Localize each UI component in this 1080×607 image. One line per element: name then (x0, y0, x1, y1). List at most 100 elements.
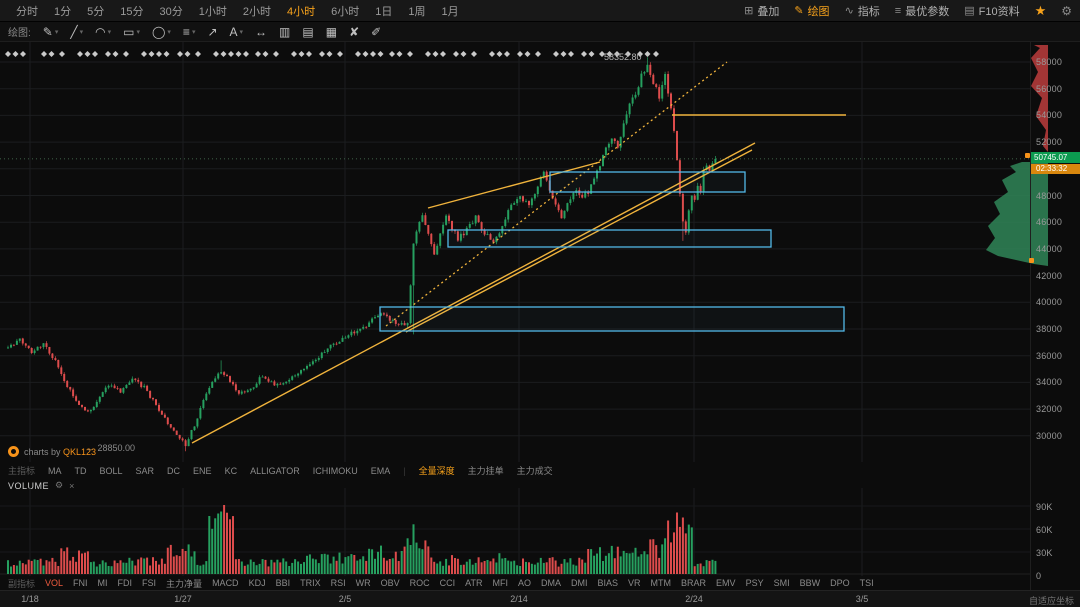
indicator-tab-WR[interactable]: WR (355, 578, 371, 588)
pattern-tool-3[interactable]: ▦ (320, 23, 343, 41)
timeframe-1月[interactable]: 1月 (441, 5, 459, 18)
drawing-toolbar-label: 绘图: (8, 28, 31, 39)
indicator-tab-RSI[interactable]: RSI (330, 578, 346, 588)
indicator-tab-BBI[interactable]: BBI (275, 578, 291, 588)
candlestick-series[interactable] (7, 57, 717, 452)
indicator-tab-CCI[interactable]: CCI (439, 578, 456, 588)
topbar-button-label: 指标 (857, 5, 880, 18)
arrow-tool[interactable]: ↗ (201, 23, 223, 41)
indicator-tab-ALLIGATOR[interactable]: ALLIGATOR (250, 465, 300, 476)
timeframe-6小时[interactable]: 6小时 (331, 5, 360, 18)
timeframe-4小时[interactable]: 4小时 (287, 5, 316, 18)
indicator-tab-OBV[interactable]: OBV (380, 578, 400, 588)
fib-tool[interactable]: ≡ ▾ (177, 23, 202, 41)
indicator-tab-AO[interactable]: AO (517, 578, 531, 588)
candle-countdown-tag: 02:33:32 (1031, 164, 1080, 174)
pattern-1-icon: ▥ (279, 24, 291, 39)
f10-info-button[interactable]: ▤ F10资料 (964, 3, 1019, 19)
timeframe-5分[interactable]: 5分 (87, 5, 105, 18)
volume-close-icon[interactable]: × (69, 480, 75, 491)
indicator-tab-BRAR[interactable]: BRAR (681, 578, 707, 588)
fib-icon: ≡ (182, 24, 190, 39)
indicator-tab-主力成交[interactable]: 主力成交 (516, 466, 553, 476)
favorite-star-icon[interactable]: ★ (1034, 2, 1047, 18)
volume-canvas[interactable] (0, 488, 1080, 576)
indicator-tab-BBW[interactable]: BBW (799, 578, 821, 588)
y-axis-label: 36000 (1036, 350, 1063, 361)
volume-settings-gear-icon[interactable]: ⚙ (55, 480, 64, 490)
indicator-tab-DMI[interactable]: DMI (571, 578, 588, 588)
indicator-tab-主指标: 主指标 (8, 466, 36, 476)
indicator-tab-FDI[interactable]: FDI (117, 578, 133, 588)
volume-pane[interactable] (0, 488, 1080, 576)
indicator-tab-MTM[interactable]: MTM (650, 578, 672, 588)
axis-alert-dot-lower[interactable] (1029, 258, 1034, 263)
text-tool[interactable]: A ▾ (224, 23, 250, 41)
indicator-tab-TD[interactable]: TD (74, 465, 87, 476)
pencil-tool[interactable]: ✎ ▾ (37, 23, 65, 41)
pattern-tool-2[interactable]: ▤ (296, 23, 319, 41)
time-axis[interactable]: 自适应坐标 1/18 1/27 2/5 2/14 2/24 3/5 (0, 590, 1080, 607)
indicator-tab-BIAS[interactable]: BIAS (597, 578, 619, 588)
optimal-params-button[interactable]: ≡ 最优参数 (895, 3, 949, 19)
event-markers[interactable] (5, 51, 659, 57)
timeframe-15分[interactable]: 15分 (120, 5, 144, 18)
zone-boxes[interactable] (379, 171, 845, 332)
brush-tool[interactable]: ✐ (365, 23, 387, 41)
timeframe-1日[interactable]: 1日 (375, 5, 393, 18)
indicator-tab-ROC[interactable]: ROC (409, 578, 430, 588)
indicator-tab-FSI[interactable]: FSI (142, 578, 157, 588)
indicator-tab-ICHIMOKU[interactable]: ICHIMOKU (312, 465, 358, 476)
main-chart-area[interactable] (0, 42, 1080, 462)
indicator-tab-DPO[interactable]: DPO (830, 578, 850, 588)
indicator-tab-SMI[interactable]: SMI (773, 578, 790, 588)
indicator-tab-FNI[interactable]: FNI (73, 578, 88, 588)
indicator-tab-EMV[interactable]: EMV (716, 578, 736, 588)
indicator-tab-MFI[interactable]: MFI (492, 578, 508, 588)
rect-tool[interactable]: ▭ ▾ (117, 23, 146, 41)
indicator-tab-ENE[interactable]: ENE (193, 465, 212, 476)
indicator-tab-MACD[interactable]: MACD (212, 578, 239, 588)
trash-tool[interactable]: ✘ (343, 23, 365, 41)
main-chart-canvas[interactable] (0, 42, 1080, 462)
trendline-drawings[interactable] (191, 61, 846, 444)
timeframe-1周[interactable]: 1周 (408, 5, 426, 18)
indicator-tab-ATR[interactable]: ATR (465, 578, 483, 588)
indicator-tab-KDJ[interactable]: KDJ (248, 578, 266, 588)
draw-button[interactable]: ✎ 绘图 (794, 3, 829, 19)
indicator-tab-TRIX[interactable]: TRIX (300, 578, 321, 588)
axis-alert-dot-upper[interactable] (1025, 153, 1030, 158)
adaptive-coords-button[interactable]: 自适应坐标 (1028, 596, 1074, 606)
indicator-tab-VOL[interactable]: VOL (45, 578, 64, 588)
overlay-icon: ⊞ (744, 5, 754, 17)
timeframe-分时[interactable]: 分时 (16, 5, 38, 18)
indicator-tab-DC[interactable]: DC (167, 465, 181, 476)
indicator-tab-MA[interactable]: MA (48, 465, 62, 476)
indicators-button[interactable]: ∿ 指标 (845, 3, 880, 19)
ellipse-tool[interactable]: ◯ ▾ (146, 23, 177, 41)
indicator-tab-EMA[interactable]: EMA (370, 465, 391, 476)
indicator-tab-DMA[interactable]: DMA (541, 578, 561, 588)
indicator-tab-KC[interactable]: KC (224, 465, 238, 476)
depth-overlay (986, 45, 1048, 266)
indicator-tab-MI[interactable]: MI (97, 578, 108, 588)
timeframe-30分[interactable]: 30分 (159, 5, 183, 18)
measure-tool[interactable]: ↔ (249, 23, 273, 41)
indicator-tab-主力净量[interactable]: 主力净量 (166, 578, 203, 589)
indicator-tab-主力挂单[interactable]: 主力挂单 (467, 466, 504, 476)
timeframe-1分[interactable]: 1分 (54, 5, 72, 18)
indicator-tab-SAR[interactable]: SAR (135, 465, 155, 476)
settings-gear-icon[interactable]: ⚙ (1061, 3, 1072, 18)
overlay-button[interactable]: ⊞ 叠加 (744, 3, 779, 19)
indicator-tab-TSI[interactable]: TSI (859, 578, 874, 588)
indicator-tab-PSY[interactable]: PSY (745, 578, 764, 588)
timeframe-1小时[interactable]: 1小时 (198, 5, 227, 18)
line-tool[interactable]: ╱ ▾ (64, 23, 89, 41)
pattern-tool-1[interactable]: ▥ (273, 23, 296, 41)
watermark-brand: QKL123 (63, 446, 97, 457)
timeframe-2小时[interactable]: 2小时 (242, 5, 271, 18)
indicator-tab-VR[interactable]: VR (628, 578, 641, 588)
indicator-tab-全量深度[interactable]: 全量深度 (418, 466, 455, 476)
curve-tool[interactable]: ◠ ▾ (89, 23, 117, 41)
indicator-tab-BOLL[interactable]: BOLL (99, 465, 123, 476)
